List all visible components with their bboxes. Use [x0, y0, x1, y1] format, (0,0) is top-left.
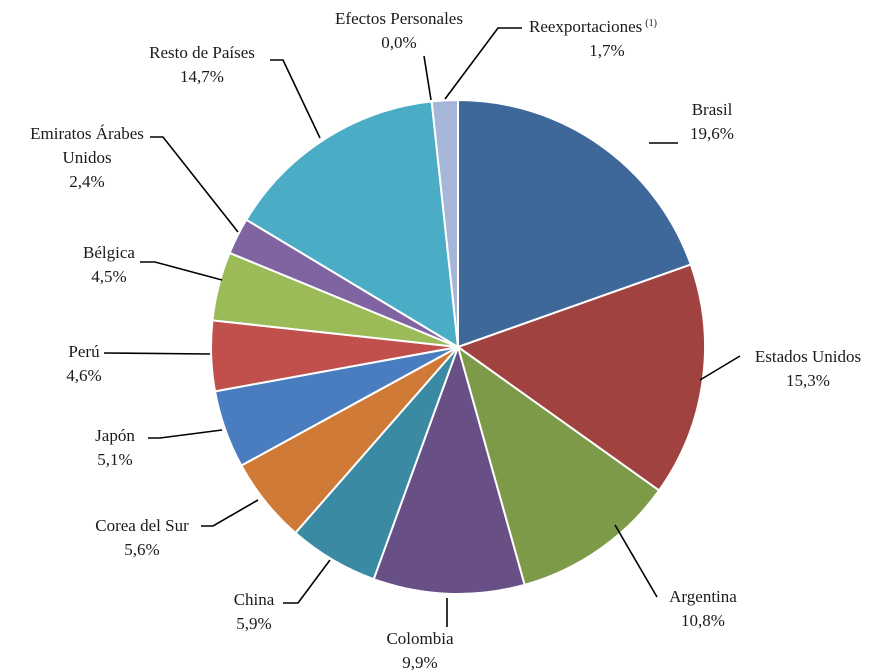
- slice-value-corea-del-sur: 5,6%: [124, 540, 159, 559]
- slice-labels: Brasil 19,6% Estados Unidos 15,3% Argentina 1…: [30, 9, 861, 672]
- slice-value-resto-de-paises: 14,7%: [180, 67, 224, 86]
- slice-label-belgica: Bélgica: [83, 243, 135, 262]
- leader-line-reexportaciones: [444, 27, 522, 100]
- slice-value-colombia: 9,9%: [402, 653, 437, 672]
- pie-slice-estados-unidos: [455, 263, 706, 492]
- leader-line-resto-de-paises: [270, 59, 321, 139]
- slice-label-brasil: Brasil: [692, 100, 733, 119]
- leader-line-corea-del-sur: [201, 499, 259, 527]
- slice-value-estados-unidos: 15,3%: [786, 371, 830, 390]
- leader-line-estados-unidos: [699, 355, 741, 381]
- leader-line-argentina: [614, 524, 658, 598]
- slice-label-corea-del-sur: Corea del Sur: [95, 516, 189, 535]
- slice-label-emiratos-arabes-unidos: Emiratos Árabes: [30, 124, 144, 143]
- leader-line-belgica: [140, 261, 223, 281]
- slice-value-reexportaciones: 1,7%: [589, 41, 624, 60]
- pie-slice-colombia: [372, 343, 526, 595]
- leader-line-china: [283, 559, 331, 604]
- slice-value-emiratos-arabes-unidos: 2,4%: [69, 172, 104, 191]
- slice-label-efectos-personales: Efectos Personales: [335, 9, 463, 28]
- slice-label-reexportaciones: Reexportaciones (1): [529, 17, 657, 36]
- slice-label-estados-unidos: Estados Unidos: [755, 347, 861, 366]
- slice-value-china: 5,9%: [236, 614, 271, 633]
- slice-label-argentina: Argentina: [669, 587, 737, 606]
- pie-slice-resto-de-paises: [244, 100, 460, 349]
- slice-value-brasil: 19,6%: [690, 124, 734, 143]
- slice-label-japon: Japón: [95, 426, 135, 445]
- leader-lines: [103, 27, 741, 627]
- slice-label-resto-de-paises: Resto de Países: [149, 43, 255, 62]
- leader-line-peru: [103, 352, 211, 355]
- slice-label-colombia: Colombia: [386, 629, 454, 648]
- leader-line-emiratos-arabes-unidos: [150, 136, 239, 233]
- leader-line-efectos-personales: [423, 55, 432, 101]
- slice-label-china: China: [234, 590, 275, 609]
- pie-slices: [210, 98, 706, 595]
- pie-slice-brasil: [457, 98, 693, 349]
- slice-label-emiratos-arabes-unidos-line2: Unidos: [62, 148, 111, 167]
- slice-value-peru: 4,6%: [66, 366, 101, 385]
- slice-label-peru: Perú: [68, 342, 100, 361]
- leader-line-japon: [148, 429, 223, 439]
- pie-slice-reexportaciones: [430, 98, 459, 348]
- slice-value-argentina: 10,8%: [681, 611, 725, 630]
- slice-value-efectos-personales: 0,0%: [381, 33, 416, 52]
- slice-value-belgica: 4,5%: [91, 267, 126, 286]
- slice-value-japon: 5,1%: [97, 450, 132, 469]
